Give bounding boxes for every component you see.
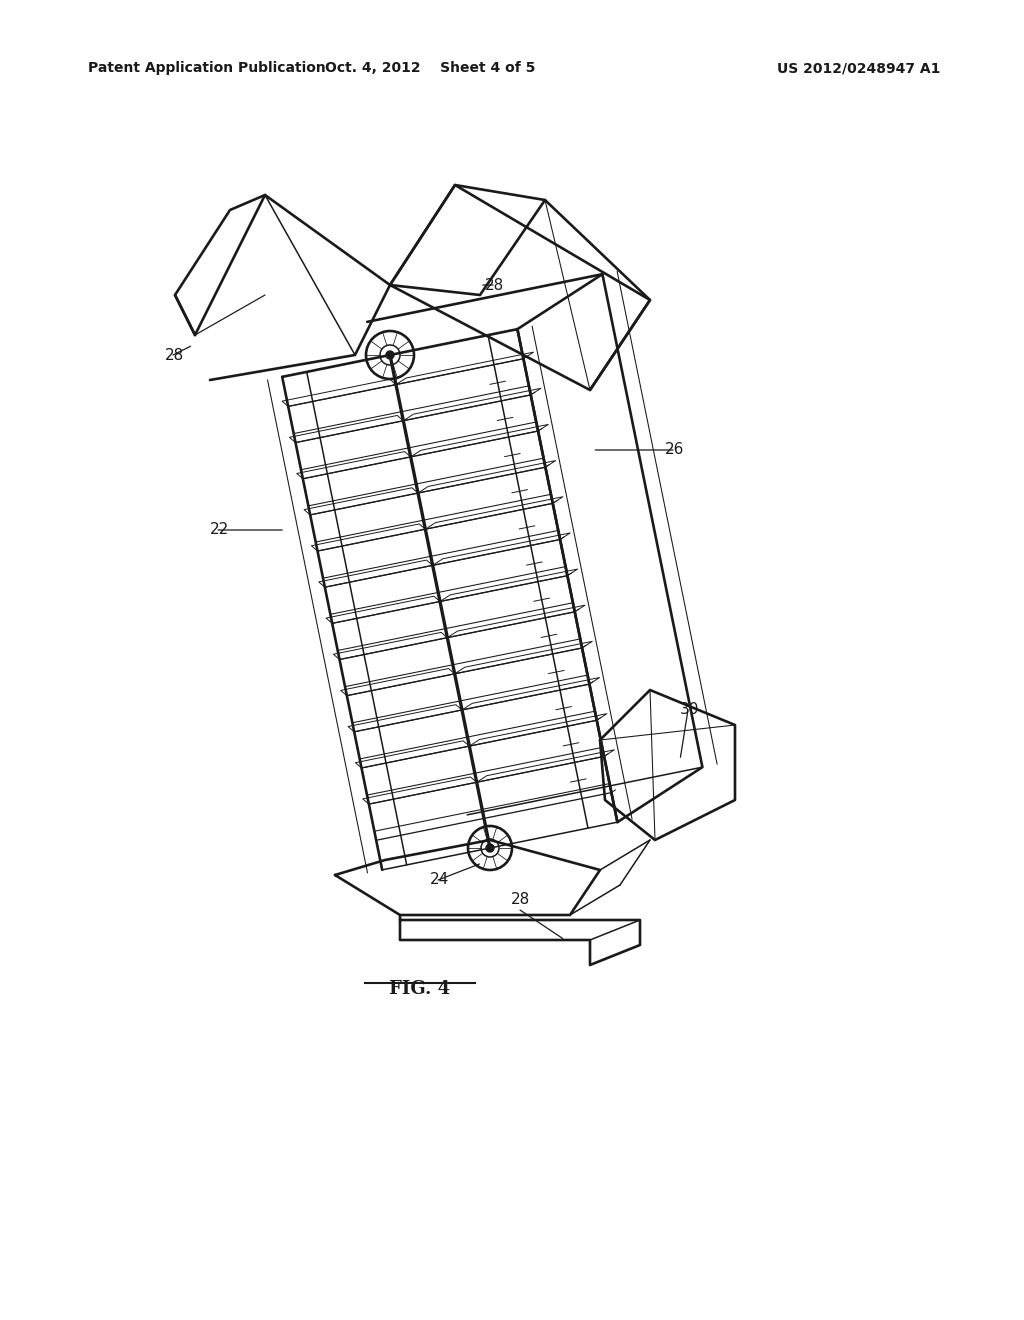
Text: Patent Application Publication: Patent Application Publication xyxy=(88,61,326,75)
Text: 22: 22 xyxy=(210,523,229,537)
Text: FIG. 4: FIG. 4 xyxy=(389,979,451,998)
Text: 30: 30 xyxy=(680,702,699,718)
Circle shape xyxy=(386,351,394,359)
Text: 28: 28 xyxy=(165,347,184,363)
Text: 26: 26 xyxy=(665,442,684,458)
Text: 28: 28 xyxy=(485,277,504,293)
Text: 28: 28 xyxy=(510,892,529,908)
Text: Oct. 4, 2012    Sheet 4 of 5: Oct. 4, 2012 Sheet 4 of 5 xyxy=(325,61,536,75)
Circle shape xyxy=(486,843,494,851)
Text: 24: 24 xyxy=(430,873,450,887)
Text: US 2012/0248947 A1: US 2012/0248947 A1 xyxy=(776,61,940,75)
